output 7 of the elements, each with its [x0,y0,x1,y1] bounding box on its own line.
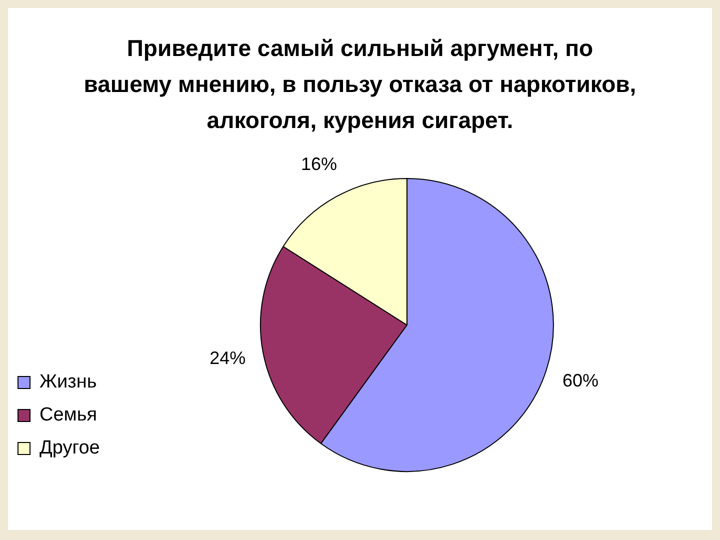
legend-label: Другое [40,438,100,459]
data-label: 24% [210,348,246,368]
data-label: 60% [562,370,599,390]
chart-title: Приведите самый сильный аргумент, по вашему мнению, в пользу отказа от наркотиков, алкоголя, курения сигарет. [82,34,638,135]
data-label: 16% [301,154,338,174]
legend-label: Семья [40,404,98,426]
legend-label: Жизнь [40,372,97,393]
